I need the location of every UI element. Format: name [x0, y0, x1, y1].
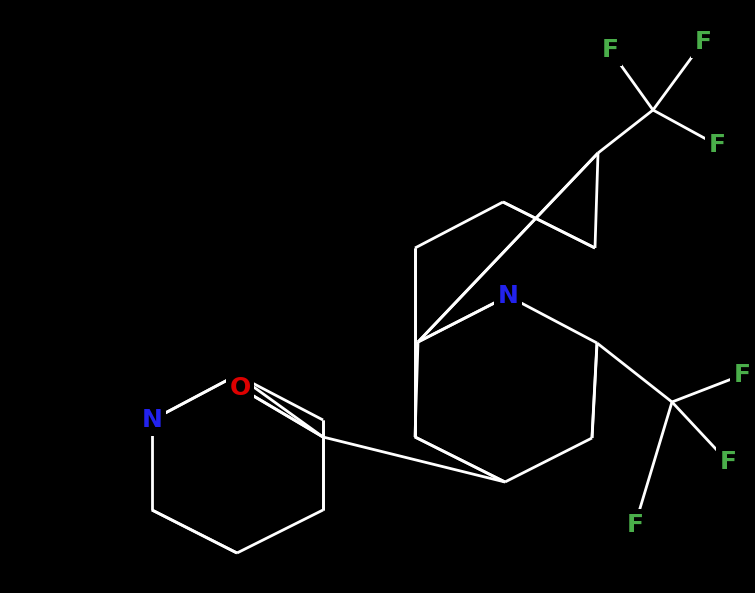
Text: F: F	[734, 363, 750, 387]
Text: F: F	[708, 133, 726, 157]
Text: O: O	[230, 376, 251, 400]
Text: F: F	[627, 513, 643, 537]
Text: F: F	[695, 30, 711, 54]
Text: F: F	[602, 38, 618, 62]
Text: N: N	[498, 284, 519, 308]
Text: N: N	[142, 408, 162, 432]
Text: F: F	[720, 450, 736, 474]
